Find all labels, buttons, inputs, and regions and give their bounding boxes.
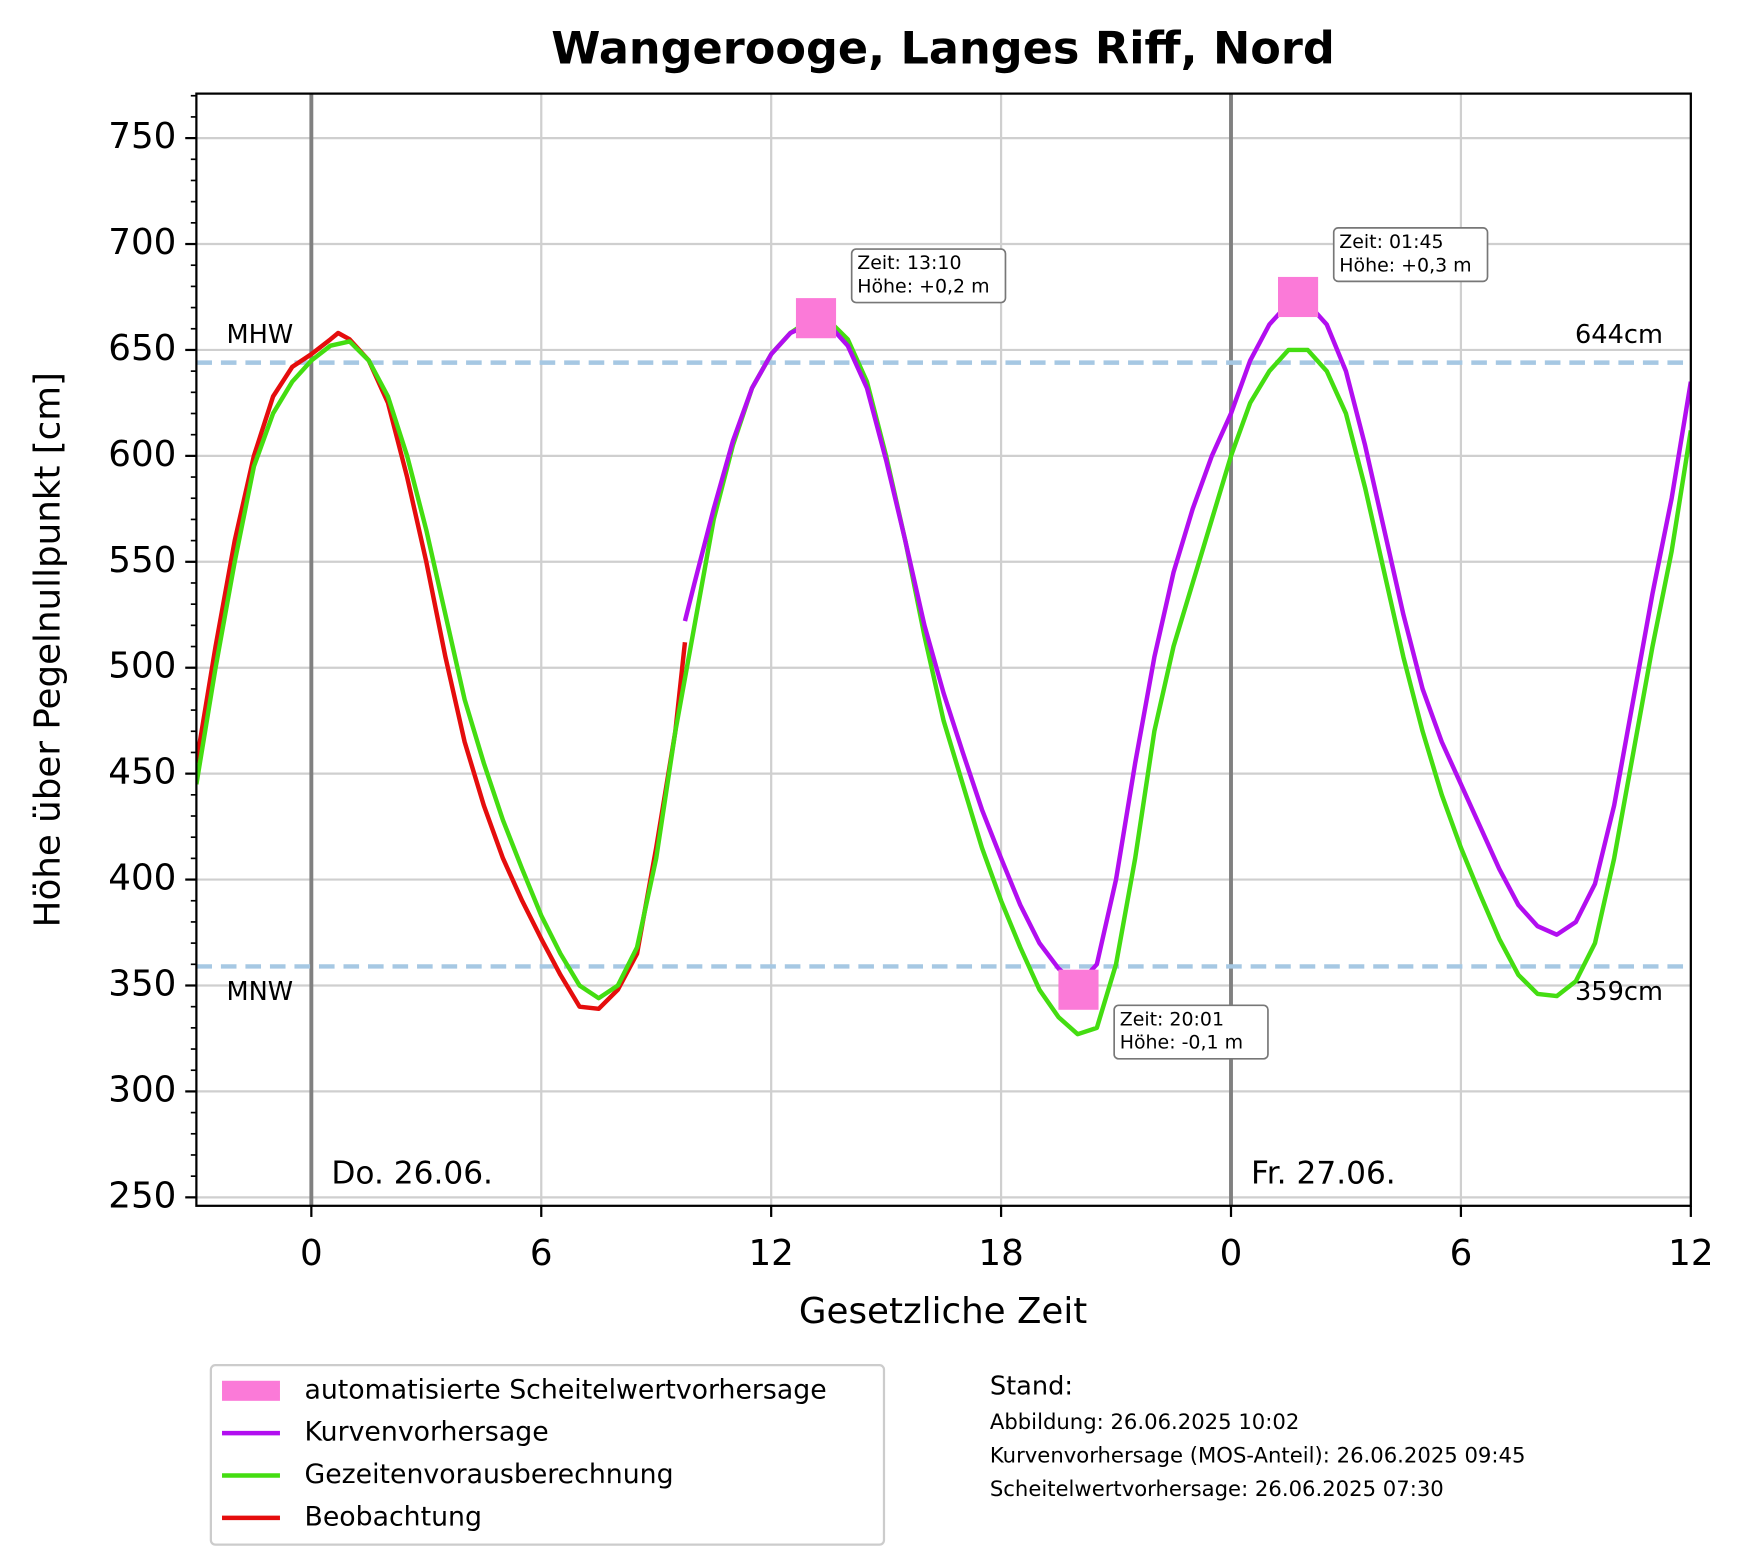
- annotation-box: [1113, 1004, 1269, 1060]
- x-tick-label: 12: [748, 1233, 793, 1274]
- y-tick-label: 600: [108, 434, 176, 475]
- marker: [1278, 276, 1319, 318]
- footnote-title: Stand:: [990, 1371, 1073, 1401]
- y-axis-label: Höhe über Pegelnullpunkt [cm]: [27, 372, 68, 927]
- y-tick-label: 550: [108, 540, 176, 581]
- annotation-box: [1332, 227, 1489, 283]
- y-tick-label: 500: [108, 646, 176, 687]
- x-tick-label: 6: [530, 1233, 553, 1274]
- line: [196, 318, 1691, 1037]
- y-tick-label: 450: [108, 752, 176, 793]
- annotation-text: Zeit: 13:10: [857, 252, 961, 274]
- reference-label: MHW: [226, 320, 293, 350]
- annotation-text: Zeit: 01:45: [1339, 231, 1443, 253]
- x-tick-label: 0: [300, 1233, 323, 1274]
- line: [682, 301, 1691, 988]
- x-axis-label: Gesetzliche Zeit: [799, 1291, 1087, 1332]
- reference-label: MNW: [226, 977, 293, 1007]
- x-tick-label: 18: [978, 1233, 1023, 1274]
- y-tick-label: 650: [108, 328, 176, 369]
- legend-label: automatisierte Scheitelwertvorhersage: [304, 1374, 826, 1405]
- annotation-text: Höhe: -0,1 m: [1120, 1032, 1243, 1054]
- legend-label: Kurvenvorhersage: [304, 1417, 548, 1448]
- y-tick-label: 350: [108, 963, 176, 1004]
- x-tick-label: 6: [1450, 1233, 1473, 1274]
- legend-label: Beobachtung: [304, 1501, 481, 1532]
- marker: [1058, 969, 1099, 1010]
- y-tick-label: 400: [108, 858, 176, 899]
- footnote-line: Abbildung: 26.06.2025 10:02: [990, 1409, 1299, 1434]
- plot-frame: [195, 92, 1692, 1207]
- y-tick-label: 300: [108, 1069, 176, 1110]
- annotation-box: [850, 248, 1007, 304]
- annotation-text: Zeit: 20:01: [1120, 1008, 1224, 1030]
- reference-value-label: 359cm: [1575, 977, 1663, 1007]
- y-tick-label: 750: [108, 116, 176, 157]
- day-label: Fr. 27.06.: [1251, 1156, 1396, 1192]
- footnote-line: Kurvenvorhersage (MOS-Anteil): 26.06.202…: [990, 1443, 1526, 1468]
- x-tick-label: 0: [1220, 1233, 1243, 1274]
- annotation-text: Höhe: +0,2 m: [857, 275, 989, 297]
- marker: [795, 298, 837, 339]
- legend-label: Gezeitenvorausberechnung: [304, 1459, 673, 1490]
- annotation-text: Höhe: +0,3 m: [1339, 254, 1471, 276]
- day-label: Do. 26.06.: [331, 1156, 493, 1192]
- y-tick-label: 250: [108, 1175, 176, 1216]
- line: [196, 330, 688, 1012]
- y-tick-label: 700: [108, 222, 176, 263]
- x-tick-label: 12: [1668, 1233, 1713, 1274]
- legend-swatch: [222, 1380, 280, 1401]
- chart-title: Wangerooge, Langes Riff, Nord: [551, 22, 1335, 74]
- legend-box: [209, 1364, 886, 1546]
- reference-value-label: 644cm: [1575, 320, 1663, 350]
- footnote-line: Scheitelwertvorhersage: 26.06.2025 07:30: [990, 1476, 1444, 1501]
